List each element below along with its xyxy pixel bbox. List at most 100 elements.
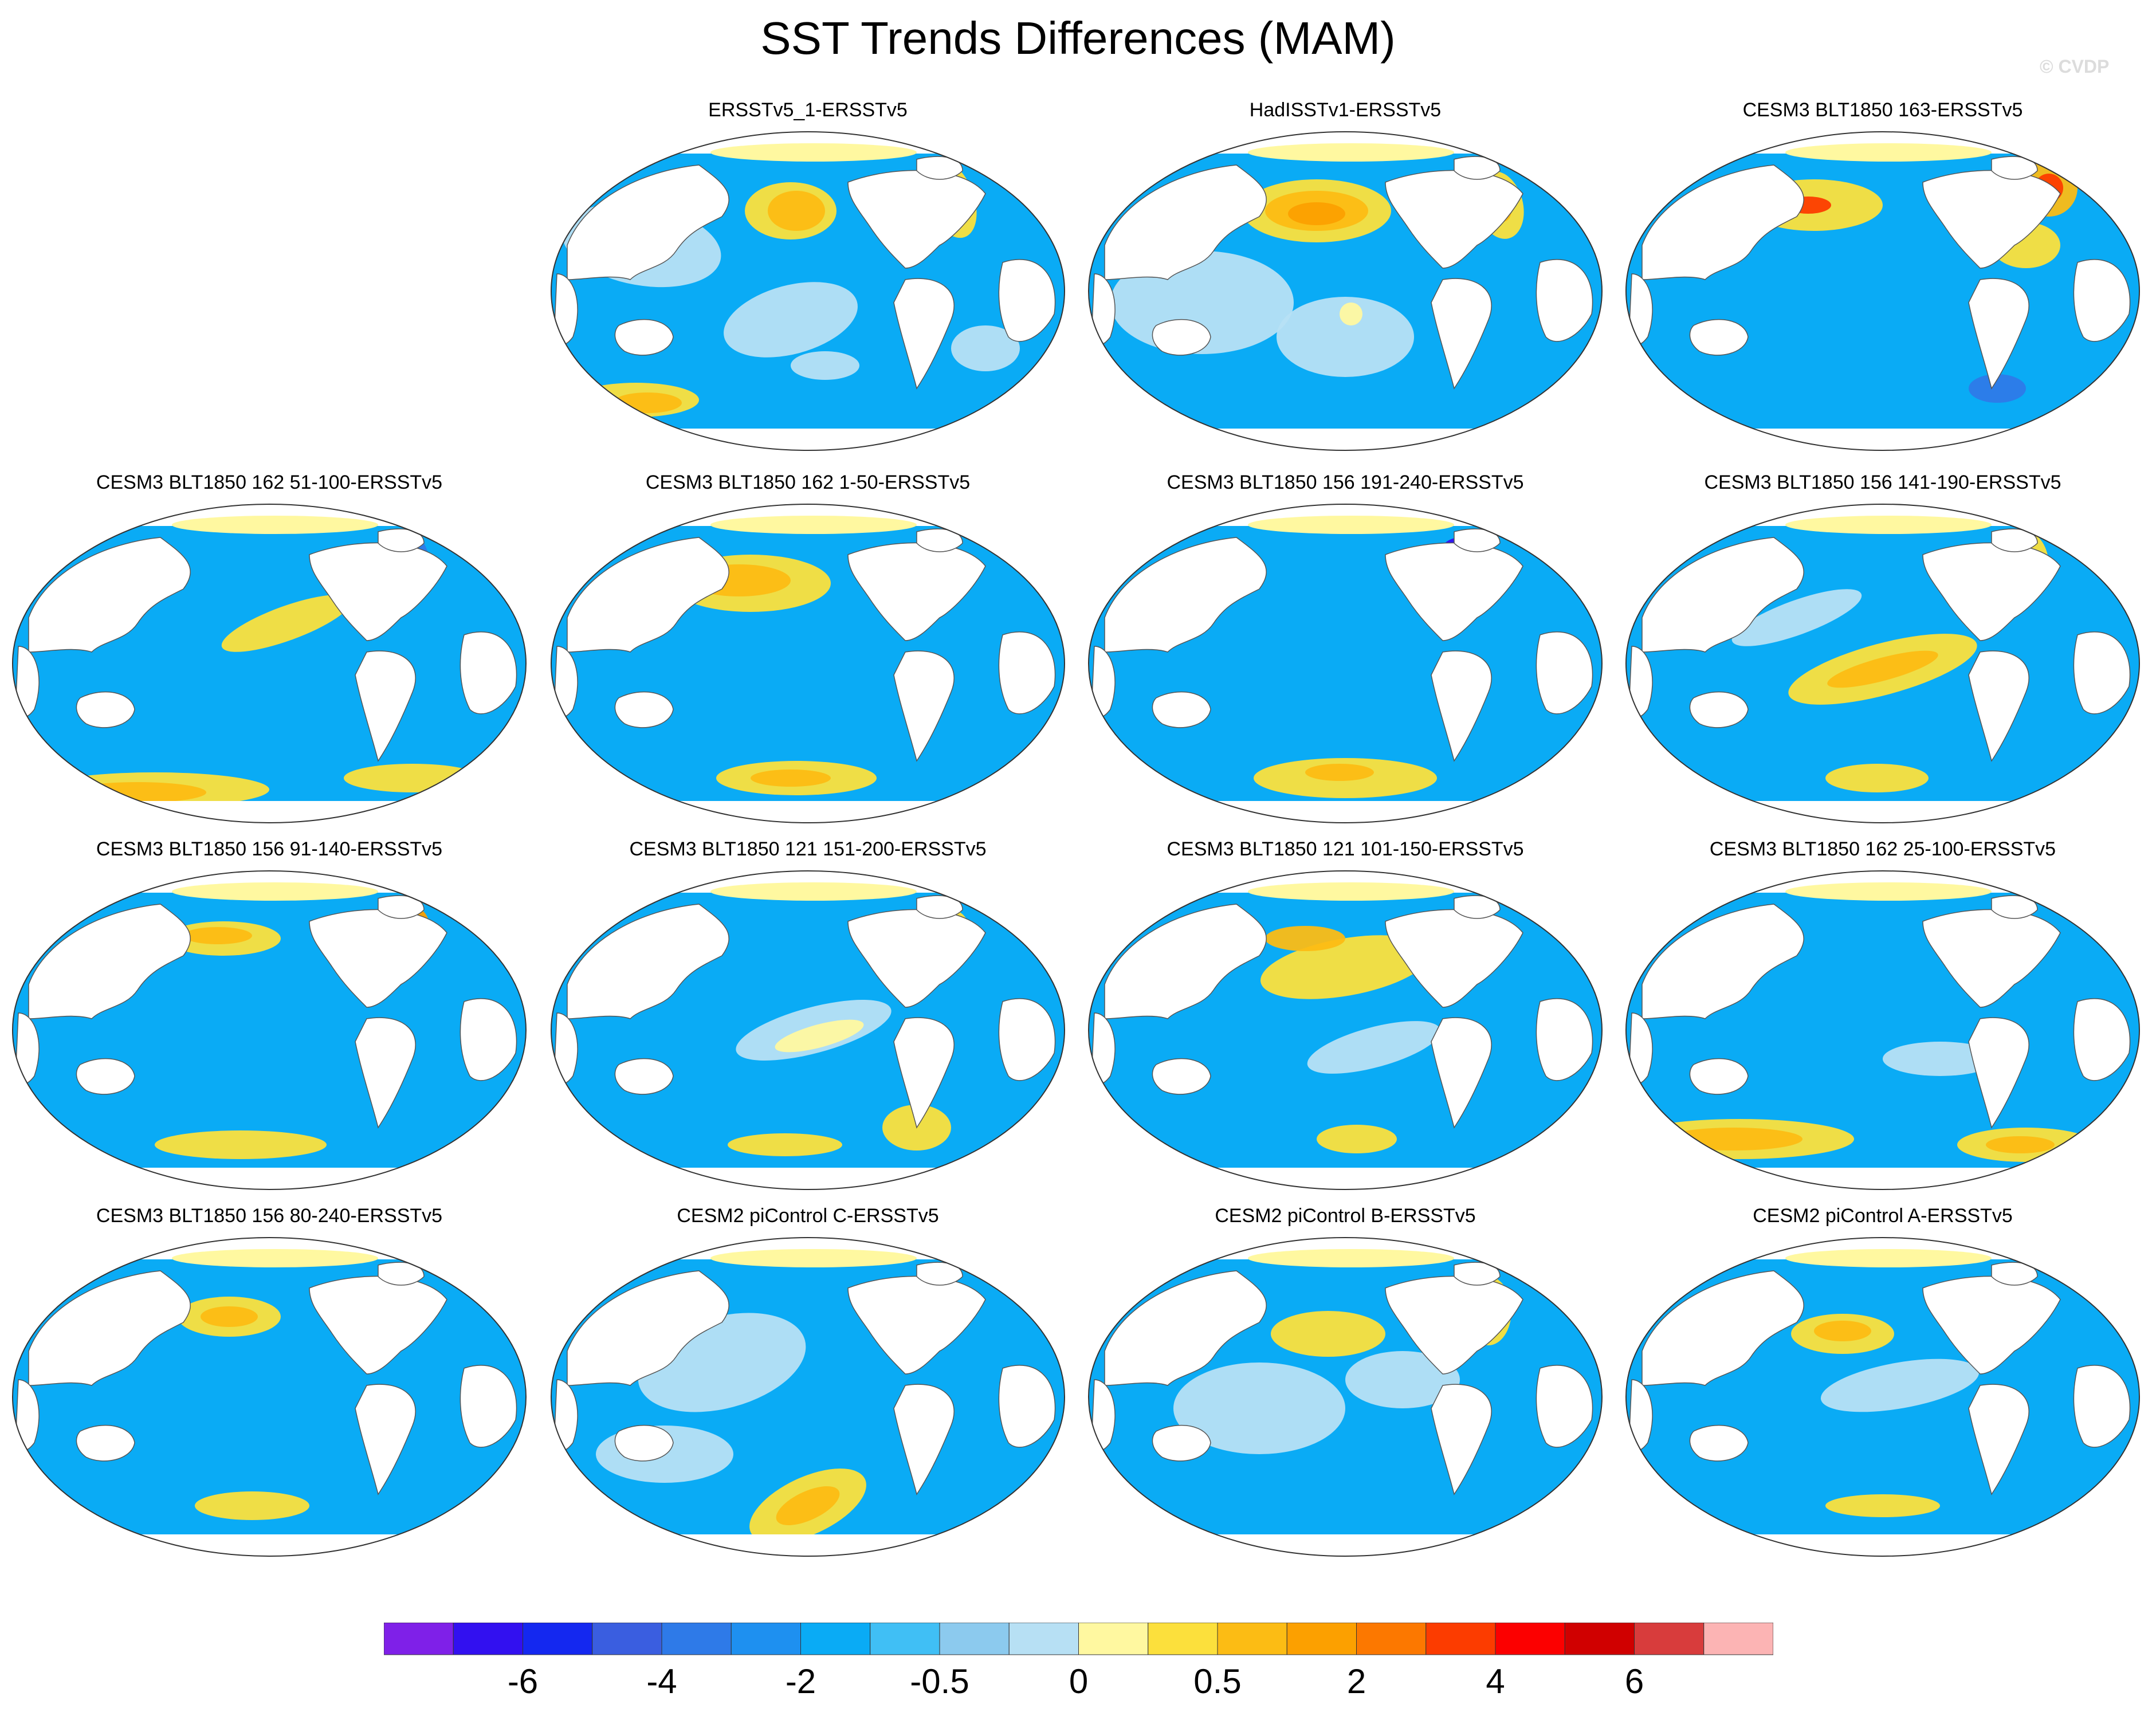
anomaly-region <box>1814 1321 1871 1341</box>
panel-title: CESM3 BLT1850 162 51-100-ERSSTv5 <box>96 472 443 493</box>
anomaly-region <box>1825 1494 1940 1517</box>
anomaly-region <box>1277 297 1414 377</box>
anomaly-region <box>195 1491 309 1520</box>
antarctic <box>1089 1534 1602 1556</box>
continent <box>1535 998 1593 1081</box>
anomaly-region <box>1820 1358 1980 1412</box>
panel-title: CESM3 BLT1850 156 91-140-ERSSTv5 <box>96 838 443 860</box>
colorbar-swatch <box>1564 1623 1635 1655</box>
continent <box>1641 537 1804 653</box>
continent <box>893 1017 955 1129</box>
world-map <box>1625 1237 2140 1557</box>
colorbar <box>384 1623 1773 1657</box>
anomaly-region <box>1825 764 1929 792</box>
anomaly-region <box>613 392 682 413</box>
continent <box>1991 1262 2038 1286</box>
continent <box>355 1017 416 1129</box>
continent <box>916 156 963 180</box>
world-map <box>551 131 1065 451</box>
continent <box>567 904 729 1019</box>
antarctic <box>551 1168 1065 1189</box>
continent <box>614 1058 674 1095</box>
continent <box>460 998 517 1081</box>
colorbar-tick-label: -4 <box>646 1662 677 1701</box>
map-border <box>1088 870 1603 1190</box>
colorbar-swatch <box>1286 1623 1357 1655</box>
anomaly-region <box>1986 1136 2055 1153</box>
continent <box>916 528 963 552</box>
continent <box>1968 650 2029 762</box>
world-map <box>1088 1237 1603 1557</box>
colorbar-swatch <box>453 1623 523 1655</box>
colorbar-tick-label: 0.5 <box>1193 1662 1242 1701</box>
anomaly-region <box>1305 764 1374 781</box>
map-border <box>1625 504 2140 823</box>
continent <box>1968 1017 2029 1129</box>
continent <box>1991 528 2038 552</box>
world-map <box>1088 131 1603 451</box>
world-map <box>1088 870 1603 1190</box>
continent <box>1535 1365 1593 1448</box>
antarctic <box>1626 801 2139 823</box>
continent <box>567 164 729 280</box>
colorbar-swatch <box>870 1623 940 1655</box>
continent <box>614 691 674 728</box>
colorbar-swatch <box>1217 1623 1287 1655</box>
continent <box>76 1058 135 1095</box>
continent <box>916 1262 963 1286</box>
continent <box>998 998 1056 1081</box>
arctic-band <box>1785 516 1992 534</box>
anomaly-region <box>776 1486 840 1526</box>
colorbar-swatch <box>523 1623 593 1655</box>
anomaly-region <box>1665 1128 1802 1151</box>
continent <box>1152 1424 1211 1462</box>
continent <box>1641 164 1804 280</box>
continent <box>1104 904 1267 1019</box>
colorbar-swatch <box>1148 1623 1218 1655</box>
continent <box>1454 895 1501 919</box>
continent <box>460 631 517 714</box>
arctic-band <box>1248 882 1454 901</box>
panel-title: CESM3 BLT1850 163-ERSSTv5 <box>1742 99 2023 121</box>
antarctic <box>13 1168 526 1189</box>
map-panel: CESM3 BLT1850 162 25-100-ERSSTv5 <box>1619 837 2146 1215</box>
anomaly-region <box>1307 1021 1441 1074</box>
colorbar-swatch <box>1634 1623 1705 1655</box>
arctic-band <box>710 143 917 162</box>
continent <box>378 1262 425 1286</box>
map-border <box>551 870 1065 1190</box>
continent <box>1689 1058 1749 1095</box>
continent <box>2073 259 2131 342</box>
arctic-band <box>710 516 917 534</box>
continent <box>76 691 135 728</box>
colorbar-tick-label: 0 <box>1069 1662 1089 1701</box>
map-border <box>551 1237 1065 1557</box>
map-border <box>12 1237 527 1557</box>
continent <box>1968 278 2029 390</box>
continent <box>1991 156 2038 180</box>
panel-title: CESM2 piControl C-ERSSTv5 <box>677 1205 939 1227</box>
anomaly-region <box>201 1306 258 1327</box>
antarctic <box>1626 1168 2139 1189</box>
arctic-band <box>1248 516 1454 534</box>
antarctic <box>1089 1168 1602 1189</box>
continent <box>1689 319 1749 356</box>
colorbar-swatch <box>661 1623 732 1655</box>
continent <box>893 1384 955 1495</box>
anomaly-region <box>775 1019 864 1053</box>
continent <box>2073 1365 2131 1448</box>
colorbar-swatch <box>592 1623 662 1655</box>
panel-title: CESM2 piControl B-ERSSTv5 <box>1215 1205 1476 1227</box>
anomaly-region <box>1827 650 1938 688</box>
world-map <box>12 504 527 823</box>
anomaly-region <box>1340 303 1362 325</box>
world-map <box>1625 870 2140 1190</box>
map-panel: ERSSTv5_1-ERSSTv5 <box>544 97 1071 476</box>
anomaly-region <box>1317 1125 1397 1153</box>
continent <box>1431 650 1492 762</box>
antarctic <box>1626 429 2139 450</box>
map-panel: CESM3 BLT1850 156 80-240-ERSSTv5 <box>6 1203 533 1581</box>
world-map <box>1088 504 1603 823</box>
map-panel: CESM3 BLT1850 156 141-190-ERSSTv5 <box>1619 470 2146 848</box>
map-border <box>12 870 527 1190</box>
